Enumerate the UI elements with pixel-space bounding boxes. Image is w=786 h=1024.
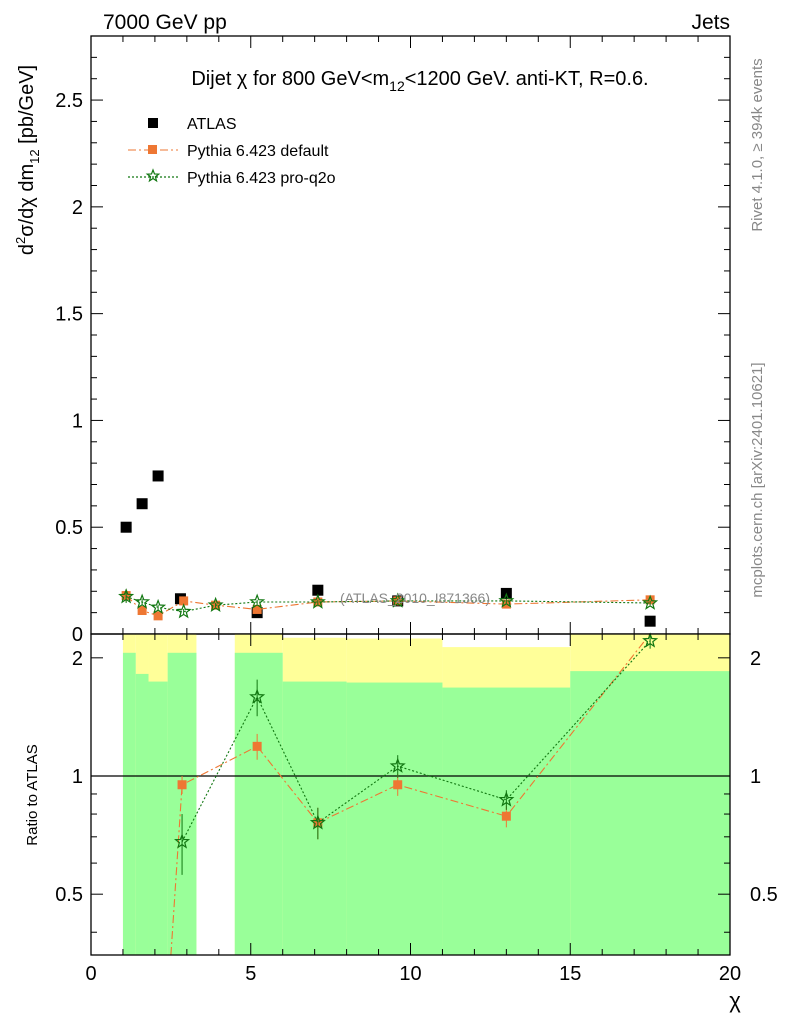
x-tick-label: 15: [559, 963, 581, 985]
x-axis-label: χ: [729, 988, 741, 1013]
ratio-band-green: [167, 652, 197, 955]
main-y-tick-label: 1: [72, 410, 83, 432]
main-point-pythia-6-423-pro-q2o: [498, 592, 515, 608]
chart-title: Dijet χ for 800 GeV<m12<1200 GeV. anti-K…: [191, 68, 648, 94]
main-line-pythia-6-423-pro-q2o: [125, 596, 651, 613]
main-point-pythia-6-423-pro-q2o: [118, 588, 135, 604]
main-point-atlas: [644, 615, 656, 627]
ratio-y-tick-label: 2: [72, 648, 83, 670]
ratio-point-pythia-6-423-default: [252, 741, 262, 751]
ratio-y-tick-label-right: 2: [750, 648, 761, 670]
ratio-point-pythia-6-423-default: [177, 780, 187, 790]
main-point-pythia-6-423-pro-q2o: [642, 594, 659, 610]
mcplots-reference-label: mcplots.cern.ch [arXiv:2401.10621]: [749, 362, 766, 597]
ratio-point-pythia-6-423-pro-q2o: [498, 791, 515, 807]
main-point-atlas: [120, 521, 132, 533]
x-tick-label: 20: [719, 963, 741, 985]
header-right-label: Jets: [691, 11, 730, 34]
ratio-y-tick-label: 1: [72, 766, 83, 788]
ratio-panel: 0.5 0.5 1 1 2 2 Ratio to ATLAS: [24, 632, 778, 956]
main-point-pythia-6-423-pro-q2o: [134, 593, 151, 609]
main-point-pythia-6-423-pro-q2o: [389, 592, 406, 608]
legend-proq2o-marker: [145, 168, 161, 183]
x-tick-label: 0: [85, 963, 96, 985]
main-point-atlas: [312, 584, 324, 596]
main-line-pythia-6-423-default: [125, 595, 651, 617]
main-y-tick-label: 0.5: [55, 517, 83, 539]
ratio-point-pythia-6-423-pro-q2o: [309, 814, 326, 830]
ratio-band-green: [234, 652, 283, 955]
x-tick-label: 10: [399, 963, 421, 985]
analysis-watermark: (ATLAS_2010_I871366): [340, 590, 490, 606]
ratio-y-axis-label: Ratio to ATLAS: [24, 744, 41, 845]
ratio-point-pythia-6-423-pro-q2o: [249, 688, 266, 704]
main-point-pythia-6-423-pro-q2o: [175, 603, 192, 619]
ratio-point-pythia-6-423-pro-q2o: [389, 757, 406, 773]
main-point-pythia-6-423-default: [137, 606, 147, 616]
main-point-atlas: [136, 498, 148, 510]
main-point-pythia-6-423-pro-q2o: [309, 593, 326, 609]
legend-atlas-label: ATLAS: [187, 116, 237, 133]
main-point-pythia-6-423-pro-q2o: [249, 593, 266, 609]
main-point-pythia-6-423-pro-q2o: [150, 598, 167, 615]
legend-proq2o-label: Pythia 6.423 pro-q2o: [187, 170, 336, 187]
ratio-point-pythia-6-423-default: [501, 811, 511, 821]
main-panel: Dijet χ for 800 GeV<m12<1200 GeV. anti-K…: [13, 35, 731, 646]
ratio-point-pythia-6-423-default: [393, 780, 403, 790]
ratio-band-green: [135, 673, 149, 955]
main-y-tick-label: 2: [72, 197, 83, 219]
ratio-band-green: [148, 681, 168, 955]
legend-proq2o-star: [145, 168, 161, 183]
main-y-axis-label: d2σ/dχ dm12 [pb/GeV]: [13, 65, 42, 255]
ratio-y-tick-label-right: 1: [750, 766, 761, 788]
main-point-pythia-6-423-pro-q2o: [207, 596, 224, 613]
header-left-label: 7000 GeV pp: [103, 11, 227, 34]
legend-atlas-marker: [148, 118, 158, 128]
main-point-atlas: [152, 470, 164, 482]
x-tick-label: 5: [245, 963, 256, 985]
main-y-tick-label: 2.5: [55, 90, 83, 112]
legend-default-label: Pythia 6.423 default: [187, 143, 329, 160]
ratio-point-pythia-6-423-pro-q2o: [174, 833, 191, 849]
ratio-y-tick-label: 0.5: [55, 884, 83, 906]
ratio-point-pythia-6-423-pro-q2o: [642, 632, 659, 648]
main-point-pythia-6-423-default: [153, 611, 163, 621]
main-point-pythia-6-423-default: [252, 604, 262, 614]
ratio-y-tick-label-right: 0.5: [750, 884, 778, 906]
main-y-tick-label: 1.5: [55, 304, 83, 326]
main-point-pythia-6-423-default: [179, 596, 189, 606]
rivet-version-label: Rivet 4.1.0, ≥ 394k events: [749, 58, 766, 231]
ratio-band-green: [346, 682, 443, 955]
main-y-tick-label: 0: [72, 624, 83, 646]
ratio-band-green: [570, 671, 730, 955]
ratio-band-green: [122, 652, 136, 955]
legend-default-marker: [148, 145, 157, 154]
legend: ATLAS Pythia 6.423 default Pythia 6.423 …: [128, 116, 336, 187]
main-point-pythia-6-423-default: [645, 595, 655, 605]
